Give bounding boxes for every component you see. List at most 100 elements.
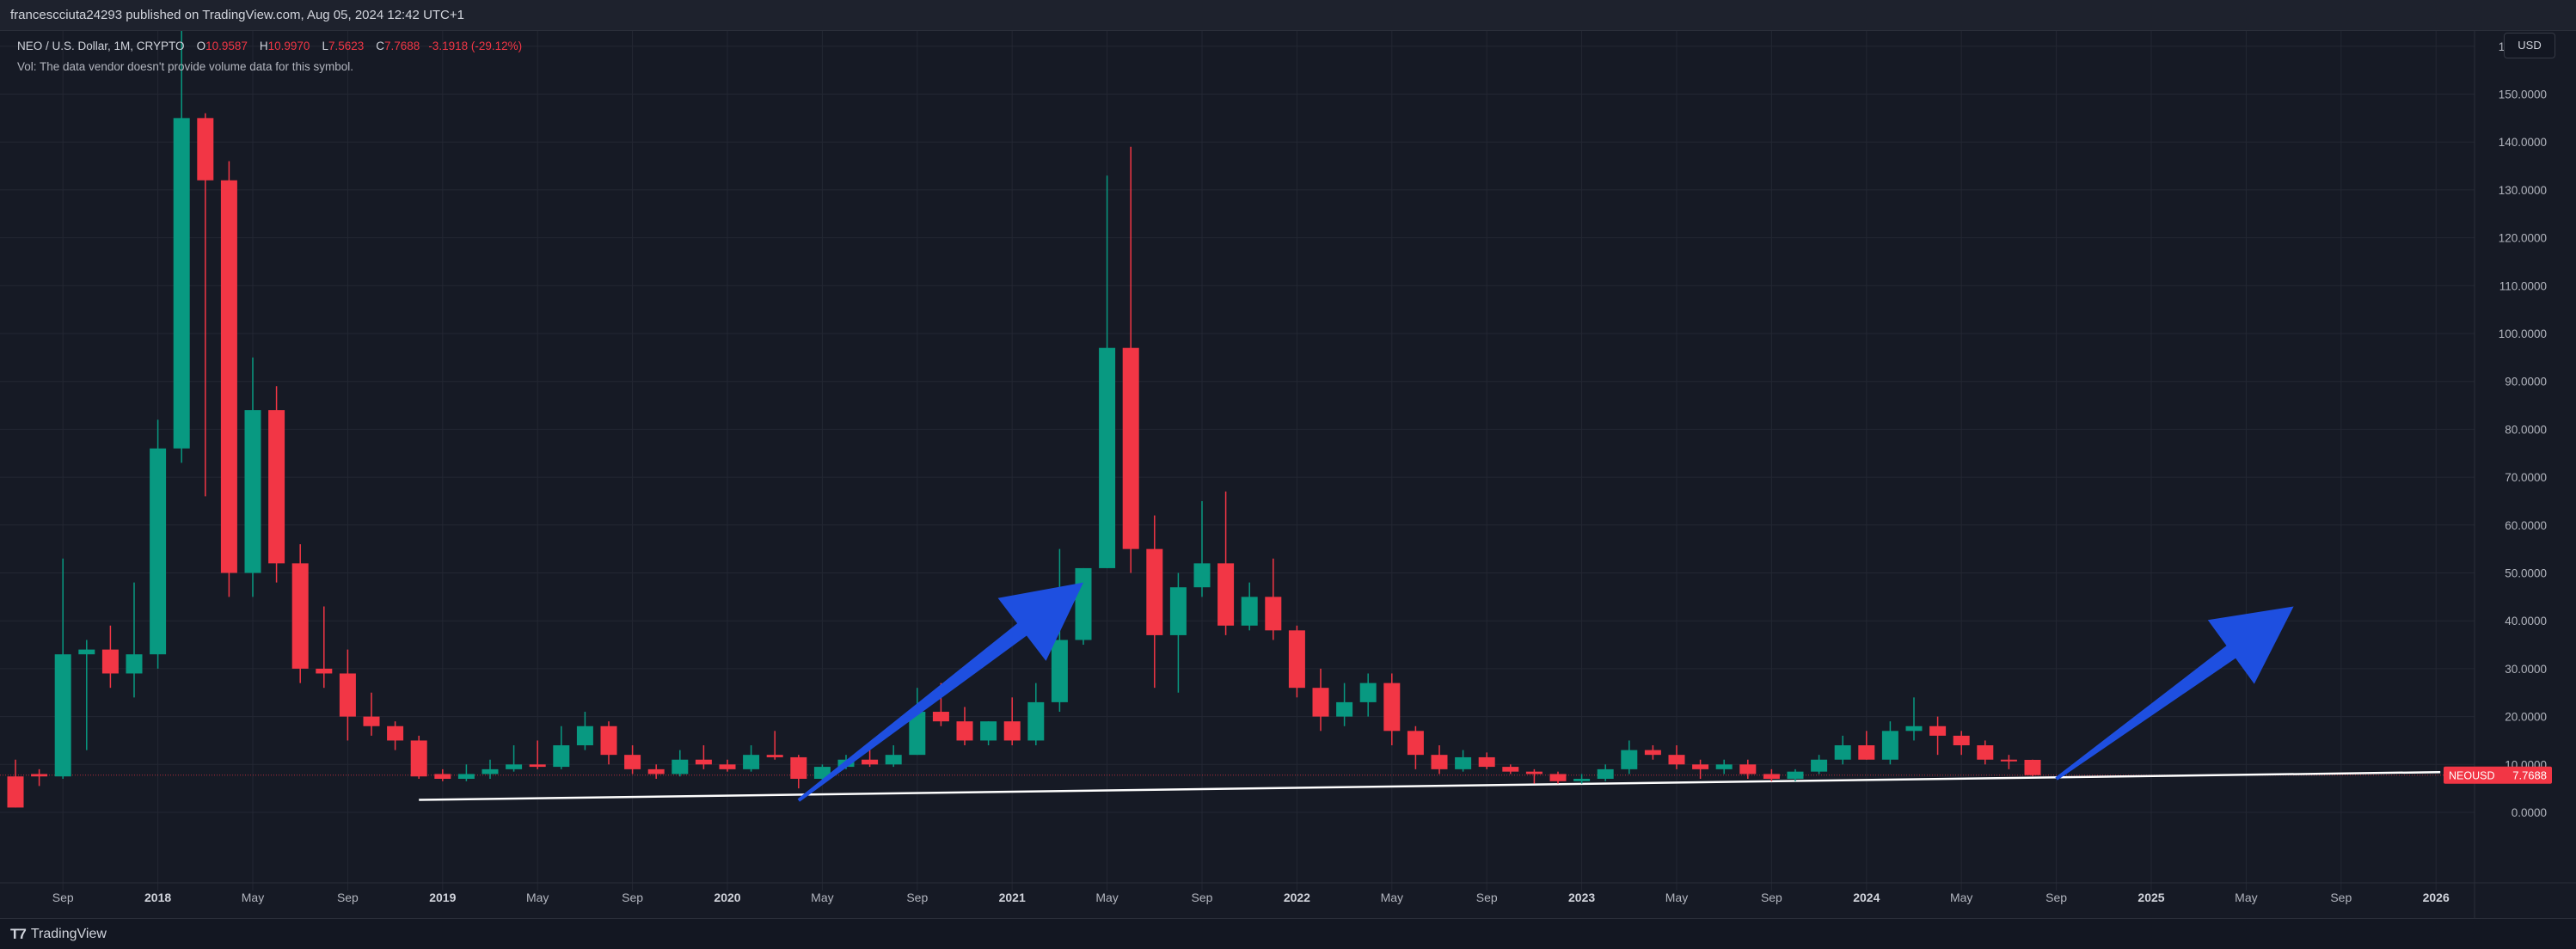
candle (1455, 750, 1472, 772)
candle (1099, 175, 1116, 568)
candle-body (932, 712, 949, 722)
candle (173, 31, 190, 463)
candle-body (600, 726, 617, 756)
candle (410, 735, 427, 780)
candle-body (2000, 759, 2017, 762)
candle-body (813, 767, 831, 780)
x-tick-label: 2018 (144, 891, 171, 904)
candle (339, 649, 356, 741)
candle-body (244, 410, 261, 573)
candle (1169, 572, 1187, 693)
candle (244, 357, 261, 597)
candle-body (956, 721, 973, 741)
arrows-layer (797, 582, 2294, 802)
price-axis: 0.000010.000020.000030.000040.000050.000… (2499, 40, 2547, 819)
y-tick-label: 140.0000 (2499, 136, 2547, 149)
candle (600, 721, 617, 765)
candle-body (457, 774, 475, 780)
candle-body (481, 768, 499, 775)
candle-body (885, 755, 902, 765)
candle (766, 731, 783, 760)
blue-arrow-2020 (797, 582, 1083, 802)
candle-body (1146, 548, 1163, 635)
candle (743, 745, 760, 772)
y-tick-label: 110.0000 (2499, 279, 2547, 292)
candle-body (78, 649, 95, 655)
candle (1407, 726, 1424, 769)
candle-body (291, 563, 309, 669)
x-tick-label: 2019 (429, 891, 456, 904)
publish-info: francescciuta24293 published on TradingV… (10, 8, 464, 22)
candle-body (529, 764, 546, 768)
publish-bar: francescciuta24293 published on TradingV… (0, 0, 2576, 31)
candle (553, 726, 570, 769)
x-tick-label: 2025 (2137, 891, 2164, 904)
candle-body (1502, 767, 1519, 772)
candle (1977, 740, 1994, 765)
candle (672, 750, 689, 777)
candle (1265, 558, 1282, 640)
candle-body (862, 759, 879, 765)
candle (1881, 721, 1898, 765)
candle (1549, 771, 1567, 784)
candle-body (387, 726, 404, 741)
candle-body (1099, 347, 1116, 568)
candle (862, 750, 879, 768)
low-label: L (322, 40, 328, 52)
candle-body (1597, 768, 1614, 780)
last-price-label: NEOUSD 7.7688 (2444, 766, 2552, 784)
candle-body (1478, 756, 1495, 768)
candle-body (126, 654, 143, 674)
x-tick-label: May (242, 891, 264, 904)
candle-body (268, 410, 285, 564)
price-label-box (2444, 766, 2552, 784)
tradingview-logo[interactable]: T7 TradingView (10, 926, 107, 943)
candle-body (1858, 745, 1875, 760)
candle-body (220, 180, 237, 573)
candle-body (2024, 759, 2041, 775)
x-tick-label: 2020 (714, 891, 740, 904)
x-tick-label: May (1095, 891, 1118, 904)
legend: NEO / U.S. Dollar, 1M, CRYPTO O10.9587 H10… (17, 36, 522, 77)
tradingview-logo-text: TradingView (30, 927, 107, 941)
y-tick-label: 70.0000 (2505, 471, 2547, 484)
candle-body (1383, 683, 1401, 732)
candle (101, 625, 119, 689)
candle (1193, 500, 1211, 597)
y-tick-label: 120.0000 (2499, 232, 2547, 245)
candle-body (31, 774, 48, 777)
low-value: 7.5623 (328, 40, 365, 52)
y-tick-label: 20.0000 (2505, 711, 2547, 724)
candle-body (1193, 563, 1211, 588)
candle-body (1122, 347, 1139, 549)
candle-body (434, 774, 451, 780)
candle-body (790, 756, 807, 780)
blue-arrow-2024 (2055, 606, 2294, 781)
candle (1905, 697, 1923, 741)
candle (1146, 515, 1163, 689)
candle (1122, 146, 1139, 573)
y-tick-label: 100.0000 (2499, 328, 2547, 340)
y-tick-label: 150.0000 (2499, 89, 2547, 101)
candle-body (1075, 567, 1092, 640)
candle-body (1336, 701, 1353, 717)
candle-body (1573, 779, 1591, 781)
close-value: 7.7688 (384, 40, 420, 52)
price-chart[interactable]: 0.000010.000020.000030.000040.000050.000… (0, 31, 2576, 918)
close-label: C (376, 40, 385, 52)
chart-area[interactable] (0, 31, 2576, 918)
support-trendline-layer (0, 770, 2475, 801)
candle (387, 721, 404, 750)
currency-button[interactable]: USD (2504, 33, 2555, 58)
symbol-name[interactable]: NEO / U.S. Dollar, 1M, CRYPTO (17, 40, 185, 52)
candle (1811, 755, 1828, 775)
candle-body (1431, 755, 1448, 769)
candle-body (1169, 587, 1187, 635)
candle (647, 764, 665, 780)
candles-layer (7, 31, 2041, 808)
volume-note: Vol: The data vendor doesn't provide vol… (17, 60, 354, 73)
candle-body (339, 673, 356, 717)
candle-body (1977, 745, 1994, 760)
candle (1502, 764, 1519, 775)
candle-body (1692, 764, 1709, 769)
